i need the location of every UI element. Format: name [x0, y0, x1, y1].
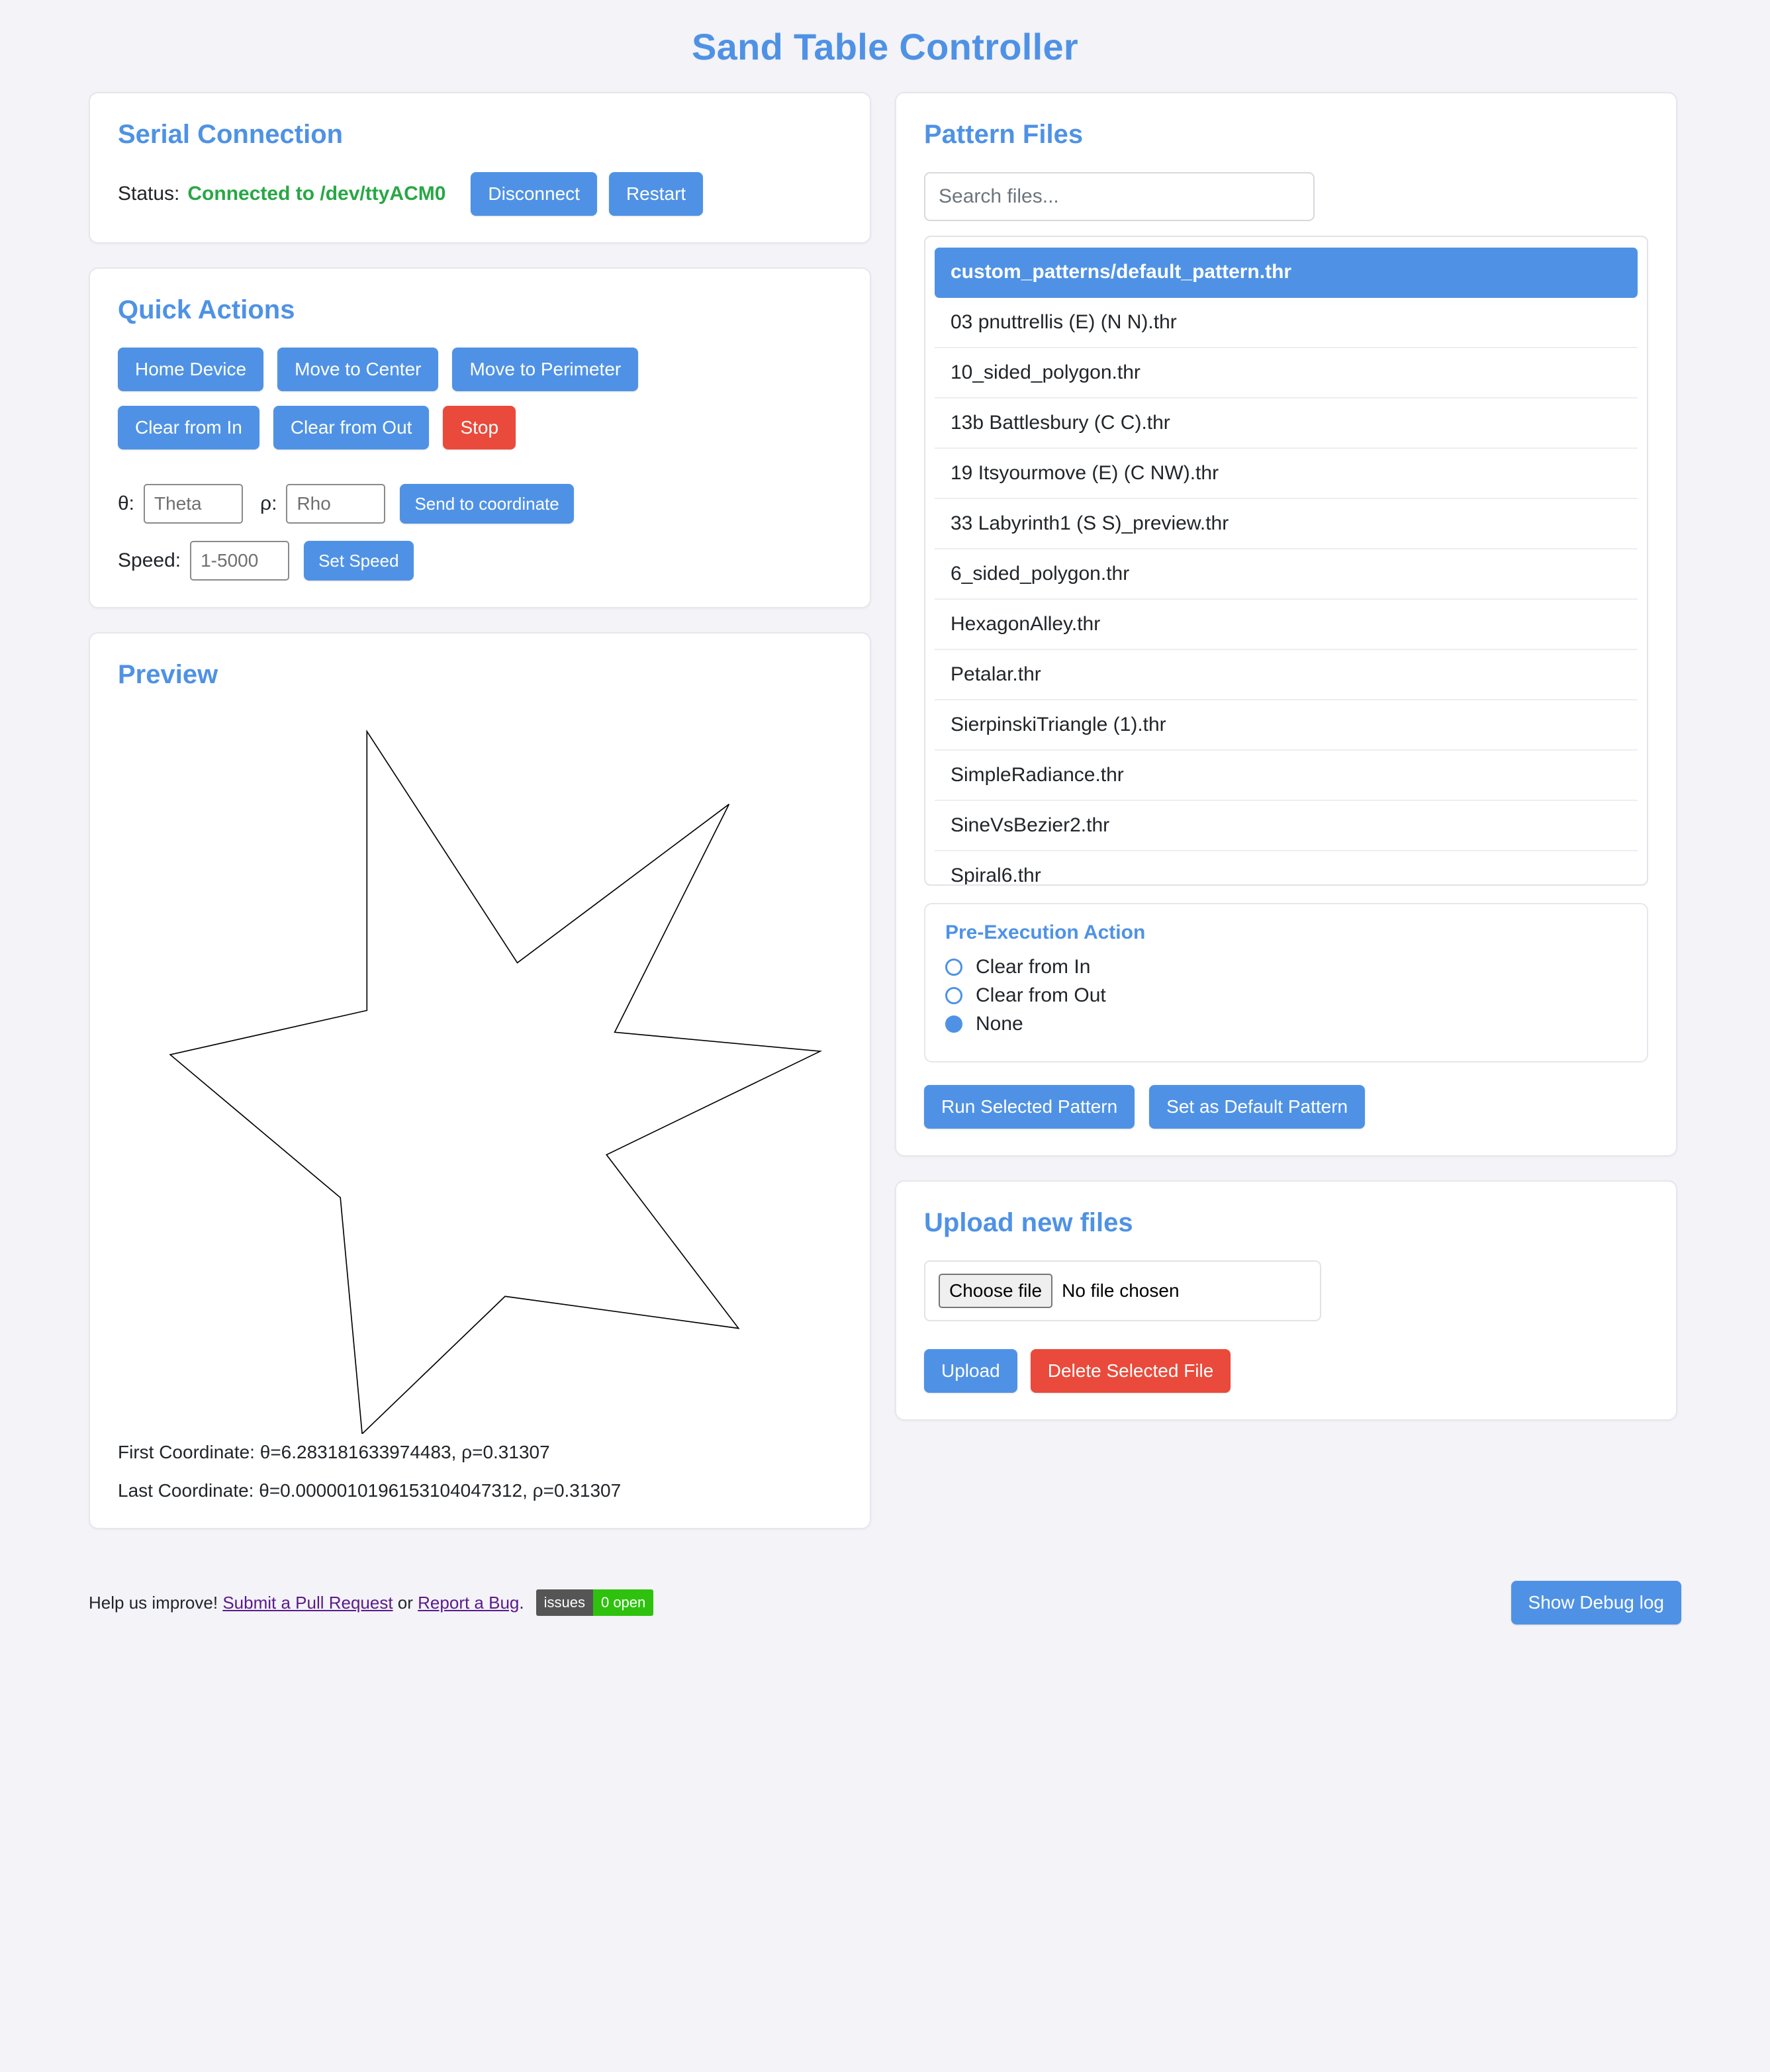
- issues-badge-label: issues: [536, 1589, 593, 1616]
- list-item[interactable]: Spiral6.thr: [935, 851, 1638, 884]
- pattern-file-list[interactable]: custom_patterns/default_pattern.thr 03 p…: [924, 236, 1648, 886]
- page-footer: Help us improve! Submit a Pull Request o…: [0, 1565, 1770, 1625]
- list-item[interactable]: SimpleRadiance.thr: [935, 751, 1638, 801]
- pattern-action-row: Run Selected Pattern Set as Default Patt…: [924, 1085, 1648, 1129]
- radio-circle-icon[interactable]: [945, 959, 962, 976]
- issues-badge: issues 0 open: [536, 1589, 654, 1616]
- file-picker[interactable]: Choose file No file chosen: [924, 1260, 1321, 1321]
- list-item[interactable]: custom_patterns/default_pattern.thr: [935, 248, 1638, 298]
- pattern-preview-canvas: [169, 730, 823, 1434]
- list-item[interactable]: SineVsBezier2.thr: [935, 801, 1638, 851]
- restart-button[interactable]: Restart: [608, 172, 704, 216]
- quick-actions-row-1: Home Device Move to Center Move to Perim…: [118, 348, 842, 391]
- serial-connection-card: Serial Connection Status: Connected to /…: [89, 92, 871, 244]
- pattern-files-card: Pattern Files custom_patterns/default_pa…: [895, 92, 1677, 1156]
- clear-from-out-button[interactable]: Clear from Out: [273, 406, 430, 449]
- list-item[interactable]: 33 Labyrinth1 (S S)_preview.thr: [935, 499, 1638, 549]
- rho-label: ρ:: [260, 493, 277, 514]
- list-item[interactable]: Petalar.thr: [935, 650, 1638, 700]
- list-item[interactable]: SierpinskiTriangle (1).thr: [935, 700, 1638, 751]
- list-item[interactable]: HexagonAlley.thr: [935, 600, 1638, 650]
- pattern-file-list-inner: custom_patterns/default_pattern.thr 03 p…: [925, 237, 1647, 884]
- choose-file-button[interactable]: Choose file: [939, 1274, 1053, 1308]
- preview-card: Preview First Coordinate: θ=6.2831816339…: [89, 632, 871, 1529]
- radio-circle-icon[interactable]: [945, 987, 962, 1004]
- last-coordinate-text: Last Coordinate: θ=0.0000010196153104047…: [118, 1480, 622, 1501]
- serial-connection-title: Serial Connection: [118, 120, 344, 149]
- preview-title: Preview: [118, 660, 218, 689]
- no-file-chosen-label: No file chosen: [1062, 1280, 1180, 1301]
- pattern-files-title: Pattern Files: [924, 120, 1084, 149]
- theta-label: θ:: [118, 493, 135, 514]
- report-a-bug-link[interactable]: Report a Bug: [418, 1592, 520, 1613]
- serial-status-row: Status: Connected to /dev/ttyACM0 Discon…: [118, 172, 842, 216]
- main-columns: Serial Connection Status: Connected to /…: [0, 92, 1770, 1553]
- quick-actions-row-2: Clear from In Clear from Out Stop: [118, 406, 842, 449]
- first-coordinate-text: First Coordinate: θ=6.283181633974483, ρ…: [118, 1442, 550, 1462]
- stop-button[interactable]: Stop: [443, 406, 516, 449]
- period-label: .: [519, 1592, 524, 1613]
- left-column: Serial Connection Status: Connected to /…: [89, 92, 871, 1553]
- issues-badge-count: 0 open: [592, 1589, 654, 1616]
- or-label: or: [397, 1592, 413, 1613]
- star-pattern-path: [169, 730, 823, 1434]
- upload-card: Upload new files Choose file No file cho…: [895, 1180, 1677, 1421]
- radio-clear-from-out[interactable]: Clear from Out: [945, 984, 1627, 1007]
- send-to-coordinate-button[interactable]: Send to coordinate: [400, 484, 574, 524]
- radio-label: Clear from In: [976, 956, 1091, 978]
- status-label: Status:: [118, 183, 180, 205]
- quick-actions-title: Quick Actions: [118, 295, 295, 324]
- list-item[interactable]: 6_sided_polygon.thr: [935, 549, 1638, 600]
- rho-input[interactable]: [286, 484, 386, 524]
- set-speed-button[interactable]: Set Speed: [304, 541, 414, 581]
- right-column: Pattern Files custom_patterns/default_pa…: [895, 92, 1677, 1444]
- pre-execution-action-card: Pre-Execution Action Clear from In Clear…: [924, 903, 1648, 1062]
- move-to-perimeter-button[interactable]: Move to Perimeter: [452, 348, 639, 391]
- list-item[interactable]: 13b Battlesbury (C C).thr: [935, 399, 1638, 449]
- disconnect-button[interactable]: Disconnect: [471, 172, 597, 216]
- speed-label: Speed:: [118, 549, 181, 571]
- coordinate-row: θ: ρ: Send to coordinate: [118, 484, 842, 524]
- theta-input[interactable]: [144, 484, 244, 524]
- radio-clear-from-in[interactable]: Clear from In: [945, 956, 1627, 978]
- list-item[interactable]: 03 pnuttrellis (E) (N N).thr: [935, 298, 1638, 348]
- home-device-button[interactable]: Home Device: [118, 348, 264, 391]
- quick-actions-card: Quick Actions Home Device Move to Center…: [89, 267, 871, 608]
- upload-title: Upload new files: [924, 1208, 1133, 1237]
- status-badge: Connected to /dev/ttyACM0: [187, 183, 446, 205]
- list-item[interactable]: 10_sided_polygon.thr: [935, 348, 1638, 399]
- clear-from-in-button[interactable]: Clear from In: [118, 406, 259, 449]
- search-input[interactable]: [924, 172, 1315, 221]
- set-as-default-pattern-button[interactable]: Set as Default Pattern: [1149, 1085, 1366, 1129]
- help-us-improve-label: Help us improve!: [89, 1592, 218, 1613]
- page-title: Sand Table Controller: [692, 26, 1078, 68]
- submit-pull-request-link[interactable]: Submit a Pull Request: [222, 1592, 393, 1613]
- footer-help-text: Help us improve! Submit a Pull Request o…: [89, 1589, 654, 1616]
- radio-label: None: [976, 1013, 1023, 1035]
- run-selected-pattern-button[interactable]: Run Selected Pattern: [924, 1085, 1135, 1129]
- page-root: Sand Table Controller Serial Connection …: [0, 25, 1770, 1625]
- list-item[interactable]: 19 Itsyourmove (E) (C NW).thr: [935, 449, 1638, 499]
- speed-input[interactable]: [190, 541, 290, 581]
- move-to-center-button[interactable]: Move to Center: [277, 348, 439, 391]
- upload-button[interactable]: Upload: [924, 1349, 1017, 1393]
- upload-action-row: Upload Delete Selected File: [924, 1349, 1648, 1393]
- show-debug-log-button[interactable]: Show Debug log: [1511, 1581, 1681, 1625]
- radio-circle-filled-icon[interactable]: [945, 1015, 962, 1033]
- delete-selected-file-button[interactable]: Delete Selected File: [1030, 1349, 1231, 1393]
- pre-execution-title: Pre-Execution Action: [945, 921, 1146, 943]
- radio-label: Clear from Out: [976, 984, 1106, 1006]
- speed-row: Speed: Set Speed: [118, 541, 842, 581]
- radio-none[interactable]: None: [945, 1013, 1627, 1035]
